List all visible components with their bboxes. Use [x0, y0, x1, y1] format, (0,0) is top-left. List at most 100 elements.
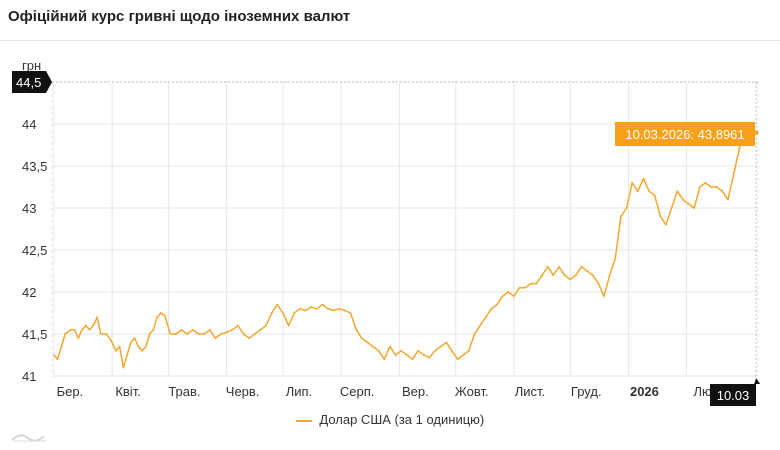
tooltip: 10.03.2026: 43,8961 — [615, 122, 755, 146]
data-point — [445, 341, 448, 344]
data-point — [738, 148, 741, 151]
data-point — [208, 328, 211, 331]
data-point — [349, 311, 352, 315]
data-point — [400, 349, 403, 352]
data-point — [219, 332, 223, 336]
data-point — [726, 198, 730, 201]
data-point — [163, 314, 166, 317]
tooltip-text: 10.03.2026: 43,8961 — [625, 127, 744, 142]
data-point — [114, 349, 118, 352]
data-point — [721, 190, 724, 193]
data-point — [293, 311, 296, 315]
y-tick-label: 41,5 — [22, 327, 47, 342]
data-point — [197, 332, 200, 336]
data-point — [681, 198, 685, 201]
data-point — [377, 349, 380, 352]
data-point — [670, 206, 673, 210]
data-point — [366, 341, 369, 344]
data-point — [133, 337, 136, 340]
data-point — [95, 316, 99, 319]
tooltip-box — [615, 122, 755, 146]
data-point — [676, 190, 679, 193]
data-point — [529, 282, 532, 285]
data-point — [715, 185, 718, 189]
data-point — [326, 307, 330, 310]
x-tick-label: Вер. — [402, 384, 429, 399]
data-point — [585, 269, 589, 273]
data-point — [144, 345, 148, 348]
x-tick-label: Жовт. — [455, 384, 489, 399]
x-tick-label: Серп. — [340, 384, 375, 399]
data-point — [73, 328, 76, 331]
data-point — [110, 341, 114, 344]
legend: Долар США (за 1 одиницю) — [0, 412, 780, 427]
data-point — [704, 181, 707, 184]
data-point — [591, 274, 594, 277]
data-point — [422, 353, 425, 357]
data-point — [152, 328, 155, 331]
data-point — [155, 316, 159, 319]
data-point — [159, 311, 163, 315]
data-point — [202, 332, 206, 336]
data-point — [524, 286, 527, 289]
data-point — [557, 265, 561, 268]
data-point — [174, 332, 178, 336]
data-point — [484, 316, 487, 319]
x-crosshair-badge-text: 10.03 — [717, 388, 750, 403]
data-point — [642, 177, 645, 180]
data-point — [248, 337, 251, 340]
data-point — [388, 345, 392, 348]
data-point — [371, 345, 375, 348]
data-point — [99, 332, 103, 336]
y-crosshair-badge — [12, 71, 52, 93]
x-tick-label: Лист. — [515, 384, 545, 399]
x-axis-ticks: Бер. Квіт. Трав. Черв. Лип. Серп. Вер. Жовт. Лис… — [57, 384, 712, 399]
data-point — [383, 358, 386, 361]
data-point — [518, 286, 521, 289]
data-point — [52, 353, 56, 357]
legend-item-usd[interactable]: Долар США (за 1 одиницю) — [295, 412, 484, 427]
data-point — [148, 332, 151, 336]
data-point — [298, 307, 302, 310]
data-point — [264, 324, 268, 327]
data-point — [698, 185, 701, 189]
data-point — [563, 274, 566, 277]
data-point — [137, 345, 140, 348]
series-line-group[interactable] — [52, 127, 758, 369]
data-point — [304, 309, 307, 312]
data-point — [394, 353, 397, 357]
data-point — [63, 332, 67, 336]
data-point — [490, 307, 493, 310]
data-point — [105, 332, 108, 336]
data-point — [659, 215, 662, 218]
data-point — [495, 303, 499, 306]
data-point — [69, 328, 73, 331]
data-point — [125, 353, 129, 357]
y-tick-label: 42,5 — [22, 243, 47, 258]
y-tick-label: 43 — [22, 201, 36, 216]
data-point — [647, 190, 651, 193]
data-point — [411, 358, 414, 361]
data-point — [462, 353, 465, 357]
data-point — [619, 215, 623, 218]
data-point — [225, 331, 228, 334]
data-point — [608, 274, 611, 277]
data-point — [355, 328, 358, 331]
data-point — [122, 366, 125, 369]
y-tick-label: 43,5 — [22, 159, 47, 174]
data-point — [281, 311, 285, 315]
data-point — [321, 303, 324, 306]
y-axis-label: грн — [22, 58, 41, 73]
data-point — [276, 303, 279, 306]
series-line-usd[interactable] — [53, 127, 757, 369]
data-point — [439, 345, 442, 348]
x-tick-label: Квіт. — [115, 384, 141, 399]
legend-line-swatch — [295, 419, 312, 422]
data-point — [259, 328, 262, 331]
x-tick-label: Груд. — [571, 384, 602, 399]
data-point — [118, 345, 121, 348]
data-point — [92, 324, 95, 327]
chart-logo-icon — [11, 434, 46, 442]
x-tick-label: Бер. — [57, 384, 84, 399]
